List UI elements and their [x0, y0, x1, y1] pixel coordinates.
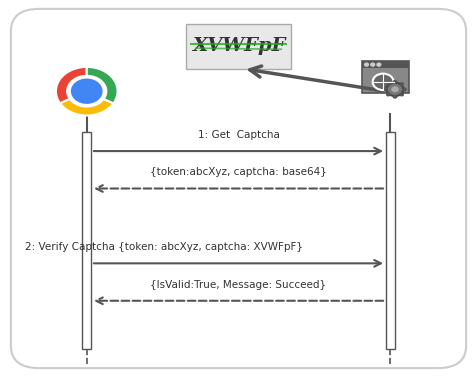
Circle shape	[67, 75, 107, 107]
Circle shape	[386, 83, 403, 96]
Circle shape	[390, 86, 398, 92]
Text: 2: Verify Captcha {token: abcXyz, captcha: XVWFpF}: 2: Verify Captcha {token: abcXyz, captch…	[25, 242, 302, 252]
Circle shape	[392, 95, 397, 99]
Circle shape	[385, 93, 390, 97]
Bar	[361, 61, 408, 93]
Circle shape	[376, 63, 380, 66]
Text: XVWFpF: XVWFpF	[191, 37, 285, 55]
Text: {token:abcXyz, captcha: base64}: {token:abcXyz, captcha: base64}	[150, 167, 326, 177]
Circle shape	[71, 79, 102, 103]
Wedge shape	[60, 91, 113, 115]
Bar	[361, 61, 408, 68]
Circle shape	[398, 82, 403, 86]
Circle shape	[372, 74, 393, 90]
Bar	[385, 132, 394, 349]
Text: {IsValid:True, Message: Succeed}: {IsValid:True, Message: Succeed}	[150, 279, 326, 290]
Text: 1: Get  Captcha: 1: Get Captcha	[197, 130, 279, 140]
Circle shape	[364, 63, 367, 66]
Circle shape	[370, 63, 374, 66]
Circle shape	[398, 93, 403, 97]
Bar	[186, 24, 290, 69]
Wedge shape	[87, 67, 117, 103]
Circle shape	[385, 82, 390, 86]
FancyBboxPatch shape	[11, 9, 465, 368]
Circle shape	[401, 87, 406, 91]
Circle shape	[382, 87, 387, 91]
Wedge shape	[56, 67, 87, 103]
Circle shape	[392, 80, 397, 84]
Bar	[82, 132, 91, 349]
